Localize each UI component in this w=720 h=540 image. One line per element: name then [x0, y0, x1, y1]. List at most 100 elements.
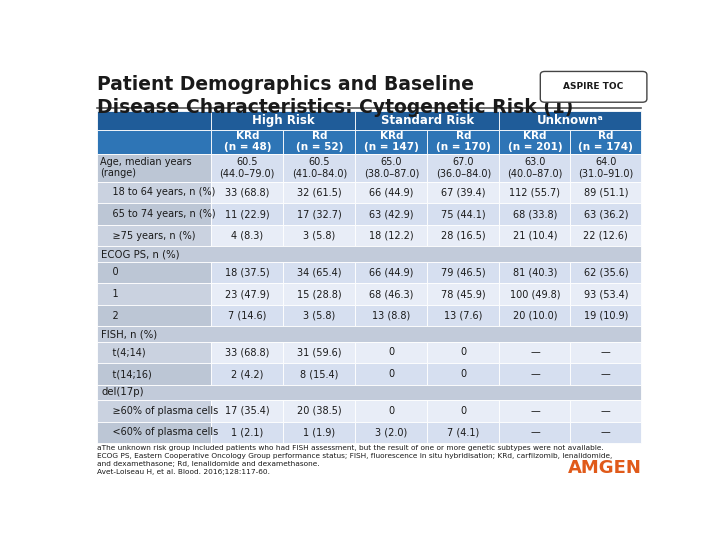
Text: 93 (53.4): 93 (53.4) — [584, 289, 628, 299]
Text: Rd
(n = 170): Rd (n = 170) — [436, 131, 491, 152]
Text: FISH, n (%): FISH, n (%) — [101, 329, 158, 339]
Text: 60.5
(41.0–84.0): 60.5 (41.0–84.0) — [292, 157, 347, 178]
Text: 65 to 74 years, n (%): 65 to 74 years, n (%) — [100, 209, 216, 219]
Text: 8 (15.4): 8 (15.4) — [300, 369, 338, 379]
Bar — [356, 153, 428, 181]
Bar — [96, 385, 642, 400]
Bar — [500, 363, 570, 385]
Text: 112 (55.7): 112 (55.7) — [509, 187, 560, 198]
Bar — [284, 261, 356, 283]
Bar — [96, 261, 211, 283]
Text: 79 (46.5): 79 (46.5) — [441, 267, 486, 278]
Bar — [570, 153, 642, 181]
Text: 19 (10.9): 19 (10.9) — [584, 310, 628, 321]
Text: 4 (8.3): 4 (8.3) — [231, 231, 264, 241]
Bar — [96, 203, 211, 225]
Bar — [570, 225, 642, 246]
Text: 67.0
(36.0–84.0): 67.0 (36.0–84.0) — [436, 157, 491, 178]
Bar — [500, 225, 570, 246]
Text: 20 (38.5): 20 (38.5) — [297, 406, 342, 416]
Bar — [284, 153, 356, 181]
Text: 81 (40.3): 81 (40.3) — [513, 267, 557, 278]
Bar — [284, 342, 356, 363]
Text: —: — — [601, 347, 611, 357]
Text: 63 (36.2): 63 (36.2) — [584, 209, 628, 219]
Bar — [570, 422, 642, 443]
Bar — [500, 130, 570, 153]
Bar — [96, 111, 211, 130]
Text: 17 (32.7): 17 (32.7) — [297, 209, 342, 219]
Bar — [356, 181, 428, 203]
Text: AMGEN: AMGEN — [567, 460, 642, 477]
Text: 3 (5.8): 3 (5.8) — [303, 231, 336, 241]
Bar — [570, 342, 642, 363]
Bar — [284, 203, 356, 225]
Bar — [96, 342, 211, 363]
Text: 0: 0 — [460, 369, 467, 379]
Bar — [428, 422, 500, 443]
Bar — [570, 130, 642, 153]
Text: t(4;14): t(4;14) — [100, 347, 145, 357]
Bar — [96, 422, 211, 443]
Bar — [428, 261, 500, 283]
Bar — [570, 181, 642, 203]
Text: 64.0
(31.0–91.0): 64.0 (31.0–91.0) — [578, 157, 634, 178]
Text: Patient Demographics and Baseline
Disease Characteristics: Cytogenetic Risk (1): Patient Demographics and Baseline Diseas… — [96, 75, 573, 117]
Bar — [211, 342, 284, 363]
Bar — [211, 363, 284, 385]
Text: —: — — [530, 406, 540, 416]
Text: 20 (10.0): 20 (10.0) — [513, 310, 557, 321]
Bar — [356, 283, 428, 305]
Text: 0: 0 — [100, 267, 119, 278]
Bar — [500, 261, 570, 283]
Text: 1 (1.9): 1 (1.9) — [303, 427, 336, 437]
Text: 15 (28.8): 15 (28.8) — [297, 289, 342, 299]
Text: 0: 0 — [388, 406, 395, 416]
Bar — [570, 363, 642, 385]
Text: 78 (45.9): 78 (45.9) — [441, 289, 486, 299]
Bar — [500, 153, 570, 181]
Text: 32 (61.5): 32 (61.5) — [297, 187, 342, 198]
Text: 100 (49.8): 100 (49.8) — [510, 289, 560, 299]
Text: Rd
(n = 52): Rd (n = 52) — [296, 131, 343, 152]
Text: 2: 2 — [100, 310, 119, 321]
Text: —: — — [601, 427, 611, 437]
Text: ASPIRE TOC: ASPIRE TOC — [564, 82, 624, 91]
Bar — [500, 342, 570, 363]
Bar — [428, 153, 500, 181]
Bar — [96, 225, 211, 246]
Bar — [211, 111, 356, 130]
Text: —: — — [530, 347, 540, 357]
Bar — [570, 400, 642, 422]
Bar — [211, 181, 284, 203]
Text: 17 (35.4): 17 (35.4) — [225, 406, 269, 416]
Bar — [284, 400, 356, 422]
Bar — [96, 153, 211, 181]
Bar — [211, 283, 284, 305]
Text: 21 (10.4): 21 (10.4) — [513, 231, 557, 241]
Text: 66 (44.9): 66 (44.9) — [369, 267, 413, 278]
Bar — [211, 261, 284, 283]
Bar — [428, 225, 500, 246]
Bar — [356, 342, 428, 363]
Text: 0: 0 — [388, 347, 395, 357]
Bar — [284, 130, 356, 153]
Text: Standard Risk: Standard Risk — [381, 114, 474, 127]
Text: 33 (68.8): 33 (68.8) — [225, 347, 269, 357]
Text: 1 (2.1): 1 (2.1) — [231, 427, 264, 437]
Text: 3 (2.0): 3 (2.0) — [375, 427, 408, 437]
Bar — [356, 203, 428, 225]
Text: 2 (4.2): 2 (4.2) — [231, 369, 264, 379]
Bar — [570, 283, 642, 305]
Bar — [356, 261, 428, 283]
Text: —: — — [530, 369, 540, 379]
Text: 18 (12.2): 18 (12.2) — [369, 231, 414, 241]
Text: Age, median years
(range): Age, median years (range) — [100, 157, 192, 178]
Bar — [500, 283, 570, 305]
Text: 34 (65.4): 34 (65.4) — [297, 267, 341, 278]
Text: 31 (59.6): 31 (59.6) — [297, 347, 341, 357]
Bar — [96, 181, 211, 203]
Bar — [211, 203, 284, 225]
Bar — [96, 305, 211, 327]
Bar — [356, 225, 428, 246]
